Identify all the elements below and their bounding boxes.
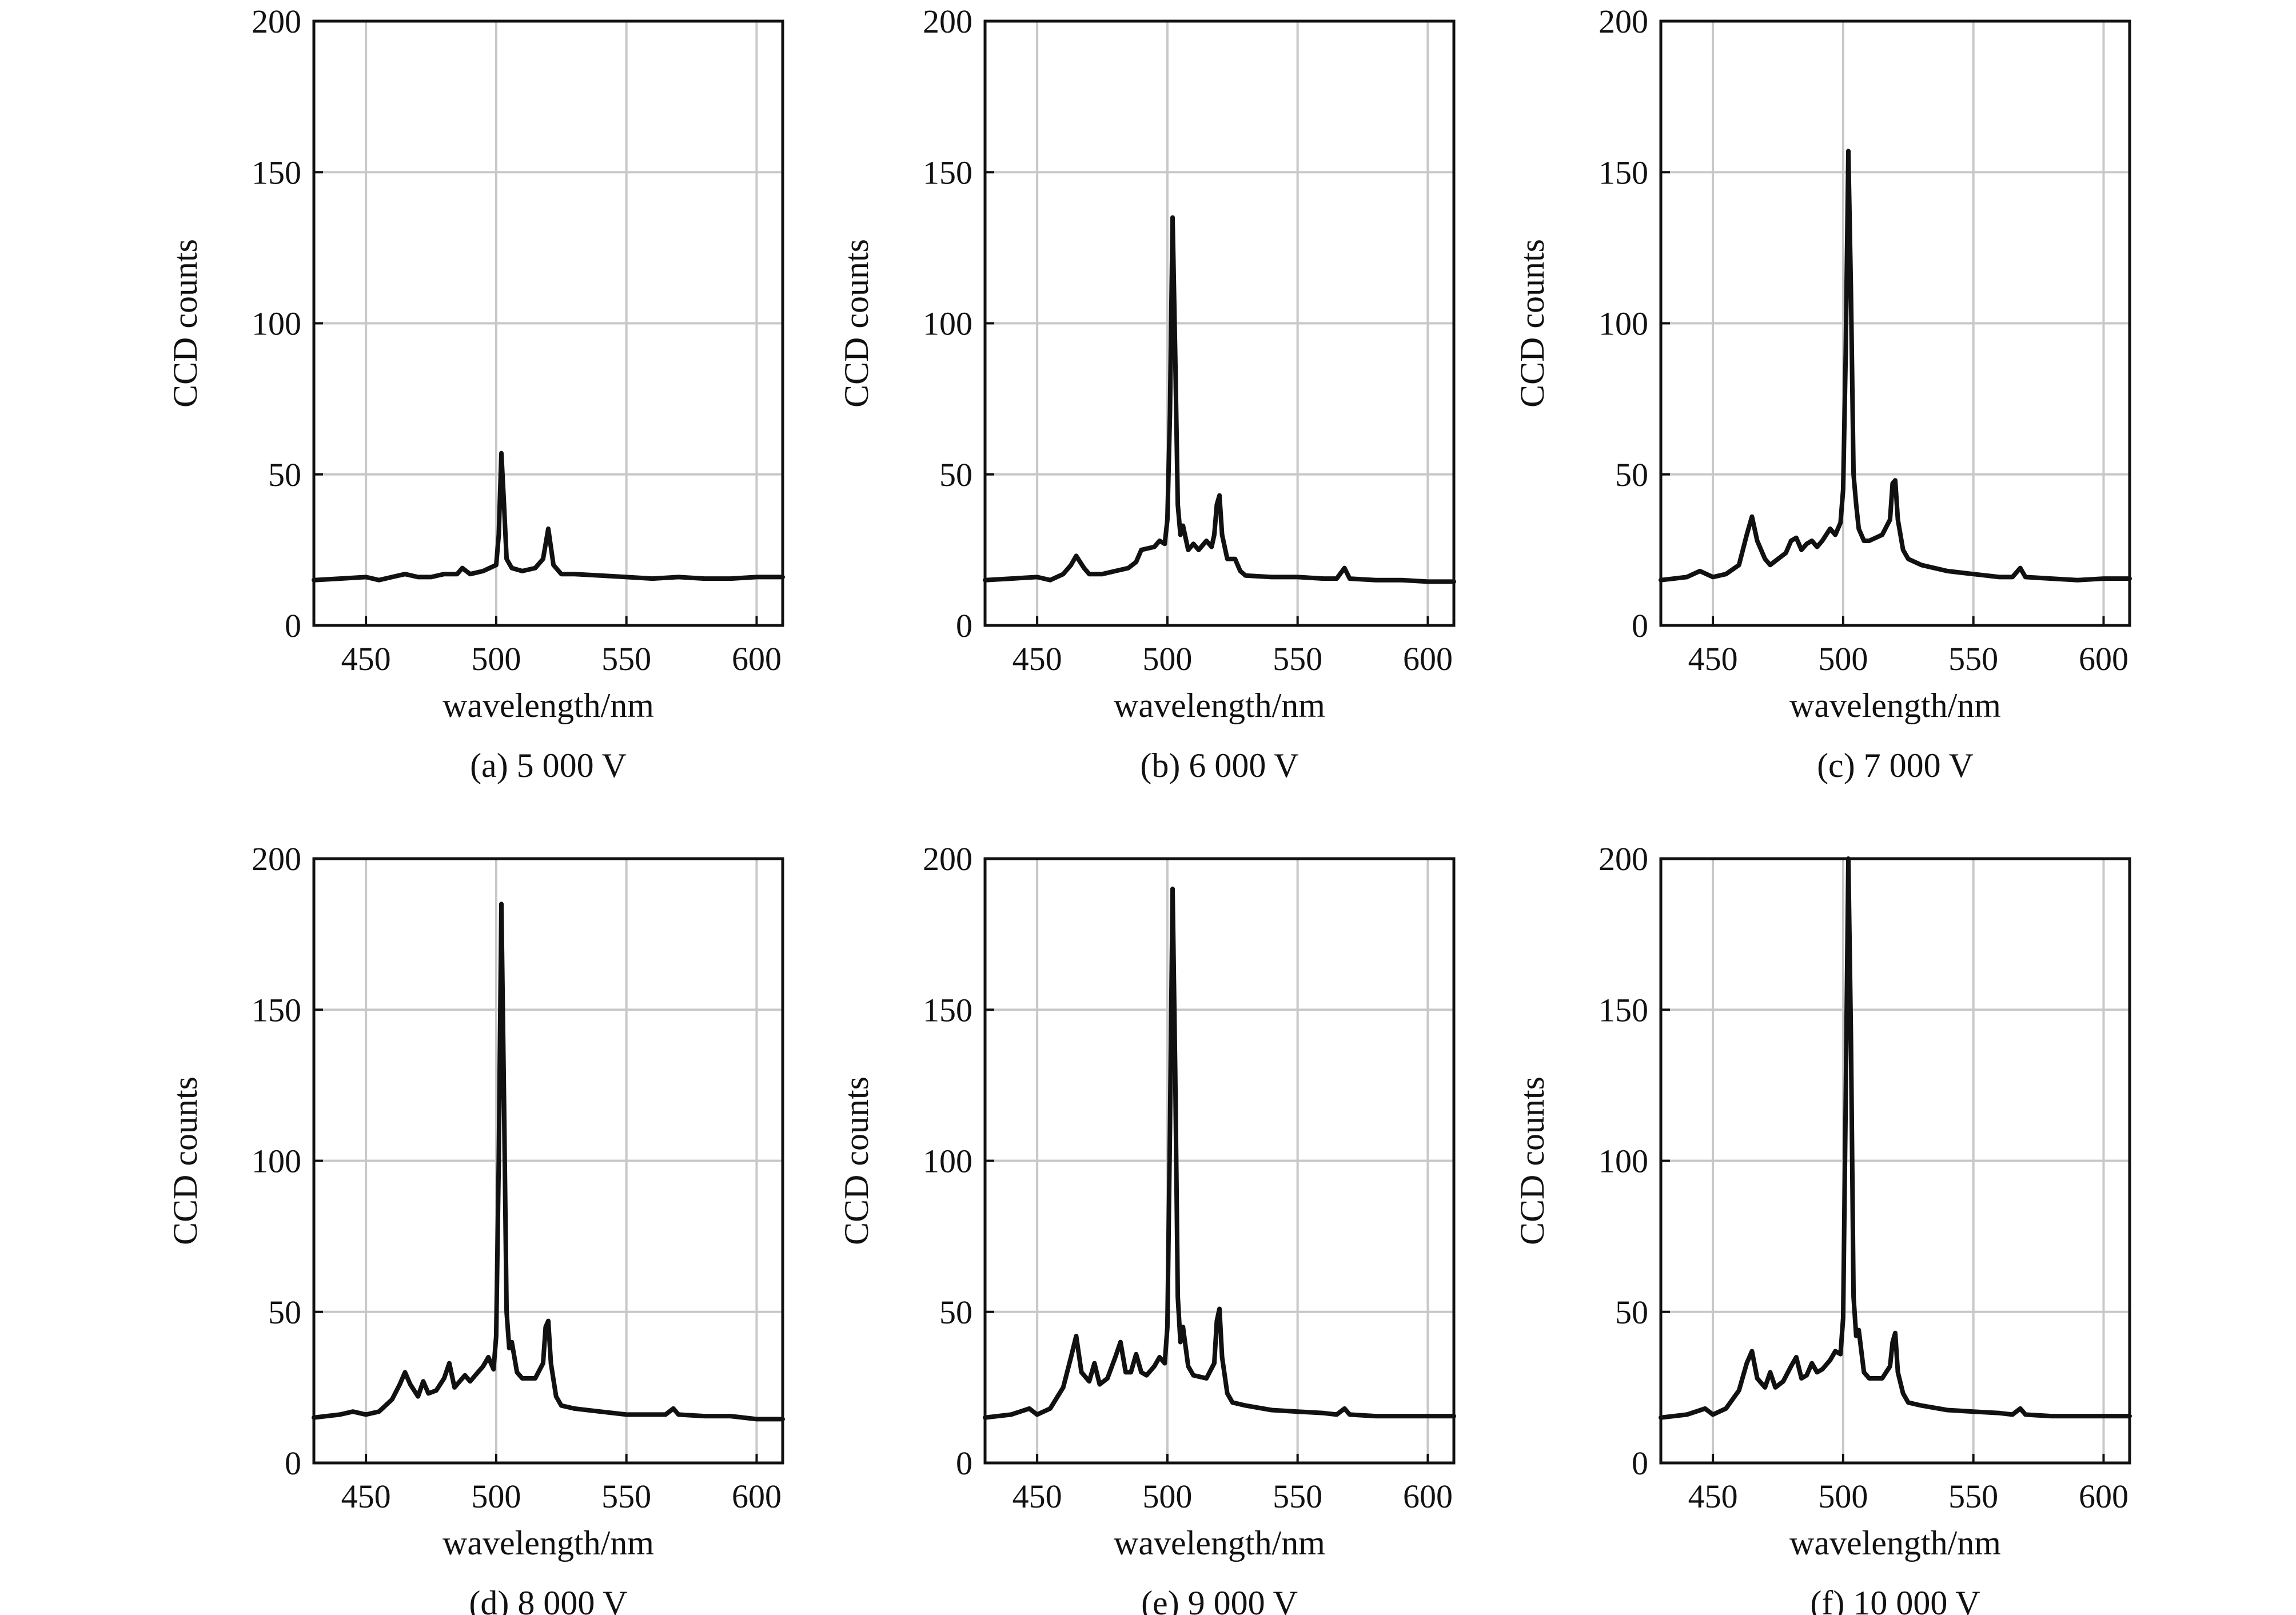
spectrum-line	[1659, 149, 2132, 583]
x-axis-label: wavelength/nm	[1789, 1524, 2001, 1562]
x-tick-label: 450	[1688, 640, 1738, 677]
x-tick-label: 500	[471, 640, 521, 677]
chart-panel-4: 450 500 550 600 0 50 100 150 200 wavelength/nm CCD…	[166, 840, 785, 1615]
y-tick-label: 150	[923, 154, 972, 191]
x-tick-label: 600	[2079, 640, 2128, 677]
spectrum-line	[983, 215, 1456, 584]
y-tick-label: 150	[252, 154, 301, 191]
y-tick-label: 150	[1599, 991, 1648, 1028]
spectrum-line	[983, 886, 1456, 1420]
x-tick-label: 450	[1013, 640, 1062, 677]
y-tick-label: 50	[1615, 456, 1648, 493]
x-tick-label: 450	[1013, 1478, 1062, 1515]
y-axis-label: CCD counts	[1513, 1076, 1551, 1245]
y-tick-label: 100	[252, 305, 301, 342]
y-tick-label: 50	[1615, 1294, 1648, 1331]
y-tick-label: 0	[1632, 1445, 1648, 1482]
y-axis-label: CCD counts	[166, 1076, 204, 1245]
x-axis-label: wavelength/nm	[1114, 1524, 1325, 1562]
y-axis-label: CCD counts	[838, 1076, 875, 1245]
panel-caption: (d) 8 000 V	[469, 1584, 627, 1615]
x-tick-label: 600	[732, 1478, 782, 1515]
y-tick-label: 200	[1599, 840, 1648, 878]
panel-caption: (b) 6 000 V	[1140, 747, 1298, 784]
x-axis-label: wavelength/nm	[1789, 687, 2001, 724]
chart-panel-3: 450 500 550 600 0 50 100 150 200 wavelength/nm CCD…	[1513, 3, 2132, 784]
x-tick-label: 550	[601, 1478, 651, 1515]
y-tick-label: 200	[252, 840, 301, 878]
y-tick-label: 100	[1599, 1143, 1648, 1180]
y-axis-label: CCD counts	[1513, 239, 1551, 408]
y-tick-label: 150	[923, 991, 972, 1028]
x-axis-label: wavelength/nm	[1114, 687, 1325, 724]
x-tick-label: 500	[1818, 1478, 1868, 1515]
spectrum-line	[312, 902, 785, 1422]
y-tick-label: 150	[1599, 154, 1648, 191]
x-axis-label: wavelength/nm	[443, 687, 654, 724]
panel-caption: (e) 9 000 V	[1141, 1584, 1298, 1615]
y-tick-label: 100	[923, 305, 972, 342]
x-tick-label: 550	[1948, 640, 1998, 677]
x-tick-label: 450	[1688, 1478, 1738, 1515]
chart-panel-5: 450 500 550 600 0 50 100 150 200 wavelength/nm CCD…	[838, 840, 1456, 1615]
y-axis-label: CCD counts	[166, 239, 204, 408]
x-tick-label: 500	[1142, 1478, 1192, 1515]
y-tick-label: 50	[939, 1294, 972, 1331]
spectrum-line	[1659, 856, 2132, 1420]
x-tick-label: 550	[1948, 1478, 1998, 1515]
panel-caption: (a) 5 000 V	[470, 747, 627, 784]
y-tick-label: 200	[1599, 3, 1648, 40]
x-tick-label: 500	[471, 1478, 521, 1515]
x-tick-label: 550	[1273, 640, 1322, 677]
y-tick-label: 50	[939, 456, 972, 493]
y-tick-label: 0	[285, 1445, 301, 1482]
y-tick-label: 0	[285, 607, 301, 644]
y-axis-label: CCD counts	[838, 239, 875, 408]
x-tick-label: 600	[1403, 1478, 1453, 1515]
x-axis-label: wavelength/nm	[443, 1524, 654, 1562]
y-tick-label: 100	[923, 1143, 972, 1180]
y-tick-label: 50	[268, 456, 301, 493]
x-tick-label: 600	[1403, 640, 1453, 677]
chart-panel-2: 450 500 550 600 0 50 100 150 200 wavelength/nm CCD…	[838, 3, 1456, 784]
panel-caption: (c) 7 000 V	[1817, 747, 1974, 784]
panel-caption: (f) 10 000 V	[1810, 1584, 1980, 1615]
x-tick-label: 600	[732, 640, 782, 677]
chart-panel-1: 450 500 550 600 0 50 100 150 200 wavelength/nm CCD…	[166, 3, 785, 784]
x-tick-label: 450	[341, 640, 391, 677]
y-tick-label: 100	[1599, 305, 1648, 342]
x-tick-label: 600	[2079, 1478, 2128, 1515]
y-tick-label: 50	[268, 1294, 301, 1331]
y-tick-label: 0	[956, 607, 972, 644]
chart-panel-6: 450 500 550 600 0 50 100 150 200 wavelength/nm CCD…	[1513, 840, 2132, 1615]
x-tick-label: 500	[1142, 640, 1192, 677]
y-tick-label: 200	[923, 840, 972, 878]
y-tick-label: 0	[1632, 607, 1648, 644]
x-tick-label: 550	[1273, 1478, 1322, 1515]
y-tick-label: 200	[923, 3, 972, 40]
y-tick-label: 100	[252, 1143, 301, 1180]
x-tick-label: 450	[341, 1478, 391, 1515]
y-tick-label: 200	[252, 3, 301, 40]
x-tick-label: 500	[1818, 640, 1868, 677]
y-tick-label: 150	[252, 991, 301, 1028]
spectrum-line	[312, 450, 785, 583]
y-tick-label: 0	[956, 1445, 972, 1482]
x-tick-label: 550	[601, 640, 651, 677]
